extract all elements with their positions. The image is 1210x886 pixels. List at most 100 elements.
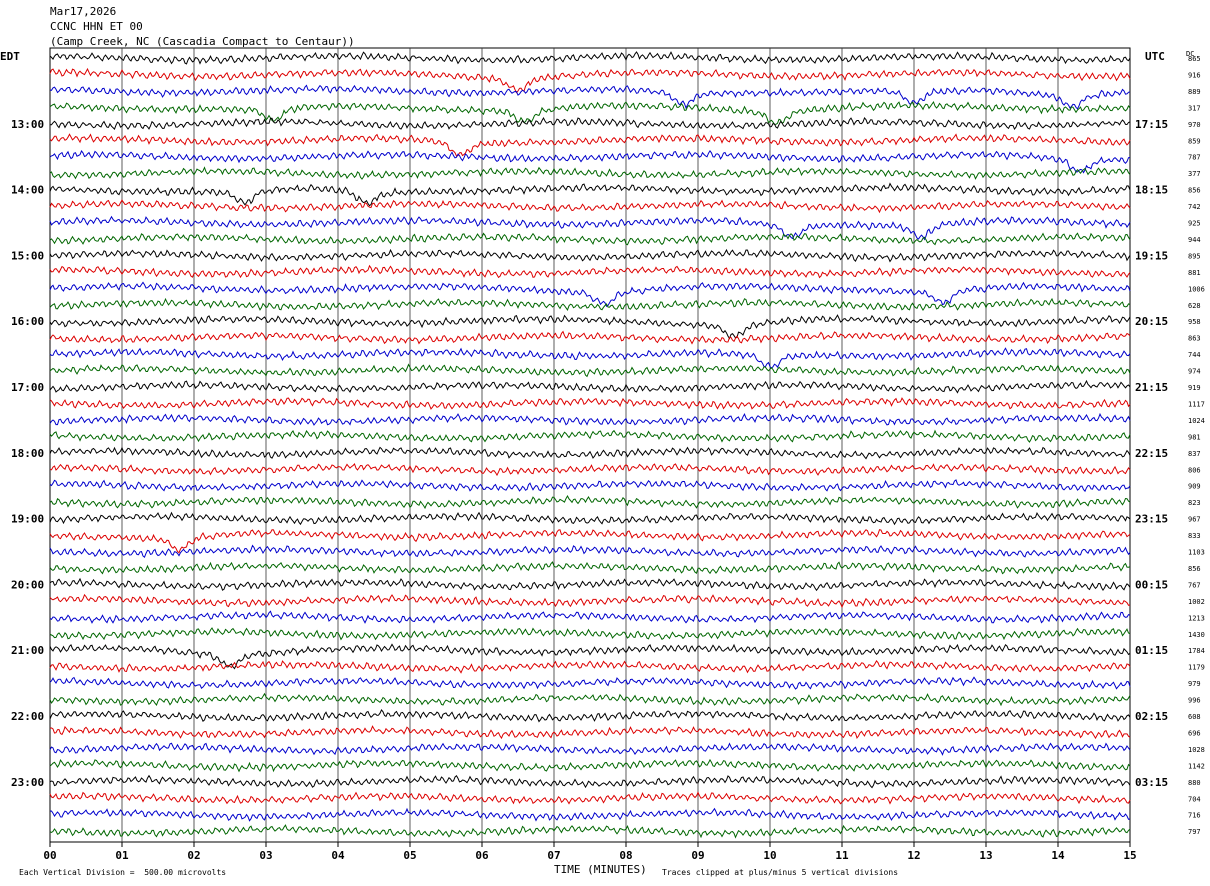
- dc-offset-label: 895: [1188, 252, 1201, 260]
- x-tick-label: 07: [547, 849, 560, 862]
- dc-offset-label: 881: [1188, 269, 1201, 277]
- seismic-trace: [49, 232, 1131, 246]
- dc-offset-label: 889: [1188, 88, 1201, 96]
- edt-hour-label: 17:00: [11, 381, 44, 394]
- seismic-trace: [49, 379, 1131, 394]
- seismic-trace: [50, 116, 1131, 131]
- seismic-trace: [49, 150, 1131, 174]
- seismic-trace: [49, 199, 1131, 214]
- dc-offset-label: 979: [1188, 680, 1201, 688]
- utc-hour-label: 19:15: [1135, 249, 1168, 262]
- dc-offset-label: 974: [1188, 368, 1201, 376]
- dc-offset-label: 837: [1188, 450, 1201, 458]
- seismic-trace: [49, 791, 1131, 805]
- plot-frame: [49, 47, 1131, 843]
- seismic-trace: [49, 676, 1131, 690]
- utc-hour-label: 17:15: [1135, 118, 1168, 131]
- dc-offset-label: 1179: [1188, 664, 1205, 672]
- seismic-trace: [49, 412, 1131, 426]
- dc-offset-label: 833: [1188, 532, 1201, 540]
- x-tick-label: 05: [403, 849, 416, 862]
- x-tick-label: 11: [835, 849, 849, 862]
- seismic-trace: [49, 314, 1131, 340]
- x-tick-label: 02: [187, 849, 200, 862]
- seismic-trace: [49, 67, 1131, 94]
- x-tick-label: 14: [1051, 849, 1065, 862]
- right-zone-label: UTC: [1145, 50, 1165, 63]
- utc-hour-label: 18:15: [1135, 184, 1168, 197]
- dc-offset-label: 856: [1188, 187, 1201, 195]
- dc-offset-label: 377: [1188, 170, 1201, 178]
- dc-offset-label: 1024: [1188, 417, 1205, 425]
- dc-offset-label: 970: [1188, 121, 1201, 129]
- dc-offset-label: 704: [1188, 795, 1201, 803]
- x-tick-label: 10: [763, 849, 776, 862]
- seismic-trace: [49, 100, 1131, 125]
- dc-offset-label: 1028: [1188, 746, 1205, 754]
- seismic-trace: [49, 166, 1131, 180]
- dc-offset-label: 1213: [1188, 614, 1205, 622]
- x-tick-label: 13: [979, 849, 992, 862]
- seismic-trace: [49, 561, 1131, 575]
- utc-hour-label: 23:15: [1135, 513, 1168, 526]
- edt-hour-label: 20:00: [11, 578, 44, 591]
- seismic-trace: [49, 397, 1131, 410]
- dc-offset-label: 1006: [1188, 285, 1205, 293]
- x-tick-label: 15: [1123, 849, 1136, 862]
- utc-hour-label: 20:15: [1135, 315, 1168, 328]
- dc-offset-label: 797: [1188, 828, 1201, 836]
- x-tick-label: 06: [475, 849, 489, 862]
- seismic-trace: [49, 363, 1131, 378]
- dc-offset-label: 916: [1188, 71, 1201, 79]
- dc-offset-label: 806: [1188, 466, 1201, 474]
- seismic-trace: [49, 627, 1131, 641]
- dc-label: DC: [1186, 50, 1195, 58]
- dc-offset-label: 865: [1188, 55, 1201, 63]
- seismic-trace: [49, 446, 1131, 460]
- dc-offset-label: 863: [1188, 335, 1201, 343]
- x-tick-label: 09: [691, 849, 704, 862]
- plot-date: Mar17,2026: [50, 5, 117, 18]
- seismic-trace: [49, 725, 1131, 740]
- seismic-trace: [49, 742, 1131, 756]
- seismic-trace: [49, 807, 1131, 822]
- dc-offset-label: 944: [1188, 236, 1201, 244]
- seismic-trace: [49, 528, 1131, 554]
- x-tick-label: 08: [619, 849, 632, 862]
- edt-hour-label: 21:00: [11, 644, 44, 657]
- seismic-trace: [49, 248, 1131, 263]
- seismic-trace: [49, 774, 1131, 789]
- seismic-trace: [49, 479, 1131, 493]
- dc-offset-label: 317: [1188, 104, 1201, 112]
- seismic-trace: [49, 281, 1131, 307]
- utc-hour-label: 22:15: [1135, 447, 1168, 460]
- dc-offset-label: 742: [1188, 203, 1201, 211]
- seismic-trace: [49, 494, 1131, 510]
- dc-offset-label: 1430: [1188, 631, 1205, 639]
- dc-offset-label: 859: [1188, 137, 1201, 145]
- seismic-trace: [49, 429, 1131, 443]
- dc-offset-label: 996: [1188, 697, 1201, 705]
- edt-hour-label: 14:00: [11, 184, 44, 197]
- dc-offset-label: 823: [1188, 499, 1201, 507]
- edt-hour-label: 23:00: [11, 776, 44, 789]
- edt-hour-label: 22:00: [11, 710, 44, 723]
- dc-offset-label: 1784: [1188, 647, 1205, 655]
- dc-offset-label: 856: [1188, 565, 1201, 573]
- edt-hour-label: 15:00: [11, 249, 44, 262]
- dc-offset-label: 880: [1188, 779, 1201, 787]
- utc-hour-label: 03:15: [1135, 776, 1168, 789]
- seismic-trace: [49, 330, 1131, 345]
- dc-offset-label: 744: [1188, 351, 1201, 359]
- dc-offset-label: 716: [1188, 812, 1201, 820]
- dc-offset-label: 787: [1188, 154, 1201, 162]
- dc-offset-label: 696: [1188, 729, 1201, 737]
- edt-hour-label: 16:00: [11, 315, 44, 328]
- x-axis-title: TIME (MINUTES): [554, 863, 647, 876]
- utc-hour-label: 00:15: [1135, 578, 1168, 591]
- dc-offset-label: 919: [1188, 384, 1201, 392]
- plot-station: CCNC HHN ET 00: [50, 20, 143, 33]
- dc-offset-label: 1002: [1188, 598, 1205, 606]
- seismic-trace: [49, 824, 1131, 839]
